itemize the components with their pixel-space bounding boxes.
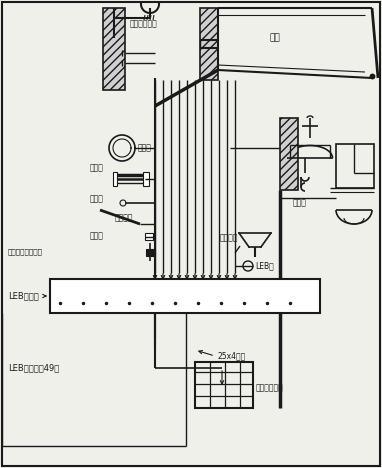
Text: 浴盆: 浴盆 bbox=[270, 34, 281, 43]
Text: 浴帘杆: 浴帘杆 bbox=[90, 195, 104, 204]
Bar bbox=[145, 233, 153, 240]
Bar bbox=[103, 8, 125, 90]
Text: 金属扶手: 金属扶手 bbox=[115, 213, 133, 222]
Text: 卫生间插座接地孔: 卫生间插座接地孔 bbox=[8, 249, 43, 256]
Text: 浴巾架: 浴巾架 bbox=[90, 163, 104, 173]
Text: 卫生间钢筋网: 卫生间钢筋网 bbox=[256, 383, 284, 393]
Text: 淋浴莲蓬水管: 淋浴莲蓬水管 bbox=[130, 20, 158, 29]
Bar bbox=[50, 279, 320, 313]
Text: 25x4扁钢: 25x4扁钢 bbox=[218, 351, 246, 360]
Bar bbox=[195, 362, 253, 408]
Text: 排水管: 排水管 bbox=[293, 198, 307, 207]
Text: 热水管: 热水管 bbox=[90, 232, 104, 241]
Bar bbox=[280, 118, 298, 190]
Text: 毛巾环: 毛巾环 bbox=[138, 144, 152, 153]
Text: LEB端子箱详49页: LEB端子箱详49页 bbox=[8, 364, 59, 373]
Bar bbox=[143, 172, 149, 186]
Text: LEB端子箱: LEB端子箱 bbox=[8, 292, 39, 300]
Bar bbox=[146, 249, 155, 256]
Bar bbox=[200, 8, 218, 80]
Text: 金属地漏: 金属地漏 bbox=[220, 234, 238, 242]
Bar bbox=[336, 144, 374, 188]
Bar bbox=[113, 172, 117, 186]
Text: LEB板: LEB板 bbox=[255, 262, 274, 271]
